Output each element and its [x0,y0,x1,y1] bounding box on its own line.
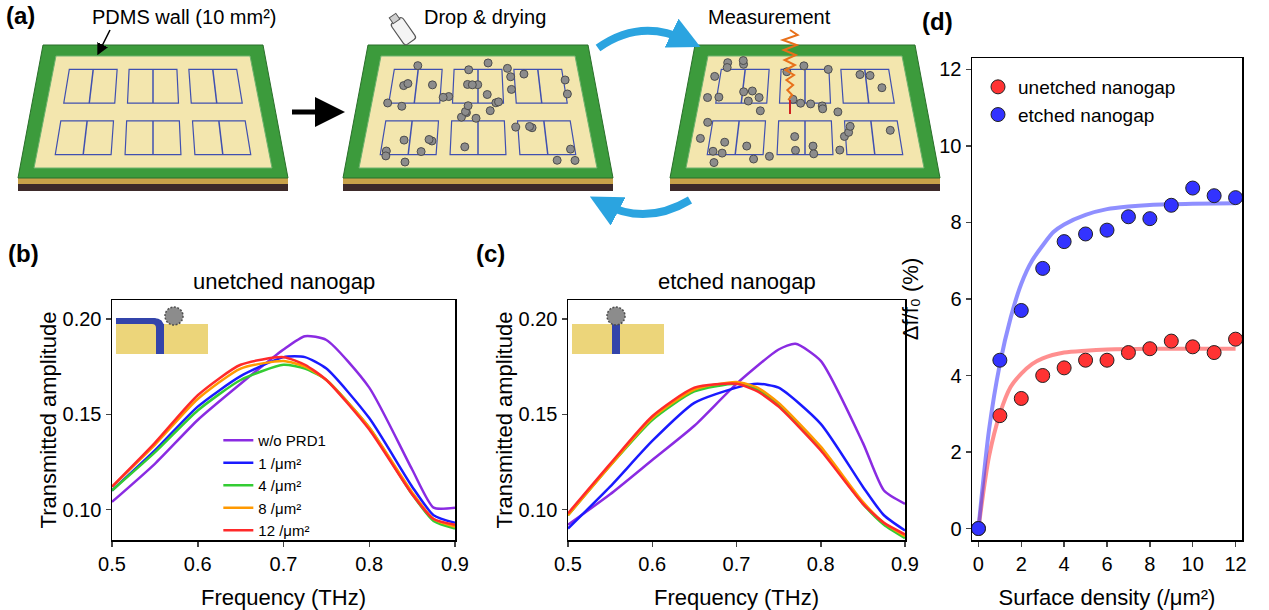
svg-text:8 /μm²: 8 /μm² [258,500,301,517]
svg-text:4: 4 [1059,553,1070,575]
svg-text:0.7: 0.7 [723,553,751,575]
svg-text:(d): (d) [922,8,953,35]
svg-text:0.6: 0.6 [638,553,666,575]
svg-text:0.5: 0.5 [554,553,582,575]
svg-text:4 /μm²: 4 /μm² [258,477,301,494]
svg-text:etched nanogap: etched nanogap [658,269,816,294]
svg-text:10: 10 [939,135,961,157]
svg-text:0.15: 0.15 [519,403,558,425]
svg-text:etched nanogap: etched nanogap [1018,105,1154,126]
svg-text:unetched nanogap: unetched nanogap [1018,77,1175,98]
svg-text:(a): (a) [6,2,35,29]
svg-text:0: 0 [973,553,984,575]
svg-text:0.20: 0.20 [519,308,558,330]
svg-text:6: 6 [950,288,961,310]
svg-text:0.6: 0.6 [184,553,212,575]
svg-text:0.10: 0.10 [519,499,558,521]
svg-text:12 /μm²: 12 /μm² [258,522,309,539]
svg-text:Δf/f₀ (%): Δf/f₀ (%) [898,258,923,341]
svg-text:2: 2 [1016,553,1027,575]
svg-text:0.8: 0.8 [807,553,835,575]
svg-text:0.5: 0.5 [98,553,126,575]
svg-text:0.20: 0.20 [63,308,102,330]
svg-text:12: 12 [939,58,961,80]
svg-text:Measurement: Measurement [708,6,831,28]
svg-text:0.10: 0.10 [63,499,102,521]
svg-text:unetched nanogap: unetched nanogap [193,269,375,294]
svg-text:Transmitted amplitude: Transmitted amplitude [492,312,517,529]
svg-text:12: 12 [1224,553,1246,575]
svg-text:(b): (b) [8,240,39,267]
svg-text:w/o PRD1: w/o PRD1 [257,432,326,449]
svg-text:0.15: 0.15 [63,403,102,425]
svg-text:0: 0 [950,518,961,540]
svg-text:(c): (c) [476,240,505,267]
svg-text:6: 6 [1101,553,1112,575]
svg-text:4: 4 [950,365,961,387]
svg-text:PDMS wall (10 mm²): PDMS wall (10 mm²) [92,6,276,28]
svg-text:Drop & drying: Drop & drying [424,6,546,28]
svg-text:2: 2 [950,441,961,463]
svg-text:Frequency (THz): Frequency (THz) [654,585,819,610]
svg-text:0.9: 0.9 [441,553,469,575]
svg-text:Surface density (/μm²): Surface density (/μm²) [999,585,1216,610]
svg-text:0.8: 0.8 [355,553,383,575]
svg-text:Transmitted amplitude: Transmitted amplitude [36,312,61,529]
svg-text:10: 10 [1182,553,1204,575]
svg-text:0.7: 0.7 [270,553,298,575]
svg-text:8: 8 [1144,553,1155,575]
svg-text:1 /μm²: 1 /μm² [258,455,301,472]
svg-text:Frequency (THz): Frequency (THz) [201,585,366,610]
svg-text:0.9: 0.9 [891,553,919,575]
svg-text:8: 8 [950,211,961,233]
